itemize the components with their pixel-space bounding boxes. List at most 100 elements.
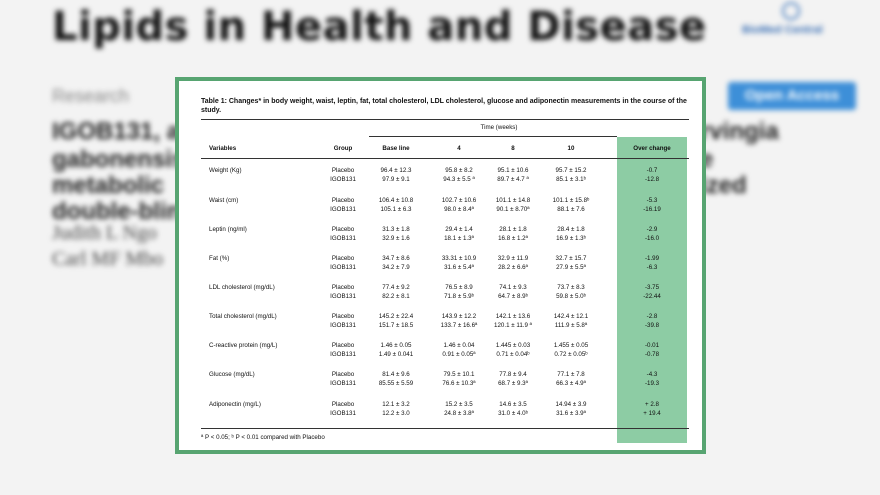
baseline-cell: 1.46 ± 0.05 [380, 342, 412, 349]
week10-cell: 88.1 ± 7.6 [557, 206, 585, 213]
over-change-cell: + 19.4 [643, 410, 661, 417]
publisher-logo: BioMed Central [742, 2, 832, 42]
logo-text: BioMed Central [742, 24, 823, 36]
article-title-line: double-blin [52, 198, 182, 225]
week8-cell: 120.1 ± 11.9 ª [494, 322, 532, 329]
week10-cell: 16.9 ± 1.3ᵇ [556, 235, 586, 242]
over-change-highlight [617, 137, 687, 443]
week4-cell: 29.4 ± 1.4 [445, 226, 473, 233]
col-header-week10: 10 [567, 145, 575, 152]
variable-cell: Adiponectin (mg/L) [209, 401, 261, 408]
article-title-line: rvingia [700, 118, 779, 145]
week8-cell: 101.1 ± 14.8 [495, 197, 531, 204]
week10-cell: 111.9 ± 5.8ª [554, 322, 588, 329]
week4-cell: 133.7 ± 16.6ª [440, 322, 478, 329]
week10-cell: 28.4 ± 1.8 [557, 226, 585, 233]
over-change-cell: -0.78 [644, 351, 660, 358]
week8-cell: 77.8 ± 9.4 [499, 371, 527, 378]
week8-cell: 16.8 ± 1.2ª [498, 235, 528, 242]
week10-cell: 1.455 ± 0.05 [553, 342, 589, 349]
baseline-cell: 145.2 ± 22.4 [378, 313, 414, 320]
table-top-rule [201, 119, 689, 120]
table-bottom-rule [201, 428, 689, 429]
section-label: Research [52, 86, 130, 106]
group-cell: Placebo [331, 226, 355, 233]
baseline-cell: 34.2 ± 7.9 [382, 264, 410, 271]
over-change-cell: -5.3 [646, 197, 658, 204]
baseline-cell: 81.4 ± 9.6 [382, 371, 410, 378]
article-title-line: ized [700, 172, 747, 199]
week4-cell: 143.9 ± 12.2 [441, 313, 477, 320]
week10-cell: 77.1 ± 7.8 [557, 371, 585, 378]
variable-cell: LDL cholesterol (mg/dL) [209, 284, 275, 291]
week4-cell: 0.91 ± 0.05ª [442, 351, 476, 358]
baseline-cell: 12.1 ± 3.2 [382, 401, 410, 408]
week10-cell: 85.1 ± 3.1ᵇ [556, 176, 586, 183]
over-change-cell: -16.0 [644, 235, 660, 242]
baseline-cell: 31.3 ± 1.8 [382, 226, 410, 233]
week8-cell: 31.0 ± 4.0ᵇ [498, 410, 528, 417]
baseline-cell: 77.4 ± 9.2 [382, 284, 410, 291]
week8-cell: 1.445 ± 0.03 [495, 342, 531, 349]
group-cell: IGOB131 [330, 293, 356, 300]
group-cell: Placebo [331, 284, 355, 291]
group-cell: Placebo [331, 313, 355, 320]
week4-cell: 94.3 ± 5.5 ª [443, 176, 475, 183]
week8-cell: 89.7 ± 4.7 ª [497, 176, 529, 183]
baseline-cell: 96.4 ± 12.3 [380, 167, 412, 174]
over-change-cell: -1.99 [644, 255, 660, 262]
group-cell: Placebo [331, 401, 355, 408]
baseline-cell: 12.2 ± 3.0 [382, 410, 410, 417]
col-header-group: Group [333, 145, 353, 152]
week10-cell: 66.3 ± 4.9ª [556, 380, 586, 387]
over-change-cell: -0.01 [644, 342, 660, 349]
journal-title: Lipids in Health and Disease [52, 4, 707, 50]
week8-cell: 68.7 ± 9.3ª [498, 380, 528, 387]
group-cell: IGOB131 [330, 235, 356, 242]
over-change-cell: -3.75 [644, 284, 660, 291]
group-cell: IGOB131 [330, 322, 356, 329]
over-change-cell: -22.44 [643, 293, 661, 300]
over-change-cell: -12.8 [644, 176, 660, 183]
group-cell: IGOB131 [330, 264, 356, 271]
week8-cell: 28.1 ± 1.8 [499, 226, 527, 233]
week8-cell: 90.1 ± 8.70ª [496, 206, 530, 213]
baseline-cell: 105.1 ± 6.3 [380, 206, 412, 213]
baseline-cell: 1.49 ± 0.041 [378, 351, 414, 358]
logo-ring-icon [782, 2, 800, 20]
col-header-week4: 4 [457, 145, 461, 152]
variable-cell: Leptin (ng/ml) [209, 226, 247, 233]
article-title-line: IGOB131, a [52, 118, 181, 145]
over-change-cell: -0.7 [646, 167, 658, 174]
week8-cell: 14.6 ± 3.5 [499, 401, 527, 408]
variable-cell: Glucose (mg/dL) [209, 371, 255, 378]
week4-cell: 33.31 ± 10.9 [441, 255, 477, 262]
over-change-cell: -4.3 [646, 371, 658, 378]
week10-cell: 14.94 ± 3.9 [555, 401, 587, 408]
week4-cell: 15.2 ± 3.5 [445, 401, 473, 408]
article-title-line: metabolic [52, 172, 165, 199]
baseline-cell: 85.55 ± 5.59 [378, 380, 414, 387]
variable-cell: Total cholesterol (mg/dL) [209, 313, 277, 320]
col-header-week8: 8 [511, 145, 515, 152]
week4-cell: 76.6 ± 10.3ª [442, 380, 476, 387]
col-header-over-change: Over change [633, 145, 671, 152]
group-cell: Placebo [331, 342, 355, 349]
baseline-cell: 32.9 ± 1.6 [382, 235, 410, 242]
week10-cell: 0.72 ± 0.05ᵇ [554, 351, 588, 358]
variable-cell: Fat (%) [209, 255, 230, 262]
group-cell: IGOB131 [330, 410, 356, 417]
week4-cell: 98.0 ± 8.4ª [444, 206, 474, 213]
table-footnote: ª P < 0.05; ᵇ P < 0.01 compared with Pla… [201, 434, 325, 441]
header-bottom-rule [201, 158, 689, 159]
week4-cell: 71.8 ± 5.9ᵇ [444, 293, 474, 300]
week4-cell: 102.7 ± 10.6 [441, 197, 477, 204]
group-cell: IGOB131 [330, 351, 356, 358]
week4-cell: 18.1 ± 1.3ª [444, 235, 474, 242]
week8-cell: 28.2 ± 6.6ª [498, 264, 528, 271]
week4-cell: 24.8 ± 3.8ª [444, 410, 474, 417]
over-change-cell: -2.8 [646, 313, 658, 320]
week4-cell: 1.46 ± 0.04 [443, 342, 475, 349]
over-change-cell: -19.3 [644, 380, 660, 387]
